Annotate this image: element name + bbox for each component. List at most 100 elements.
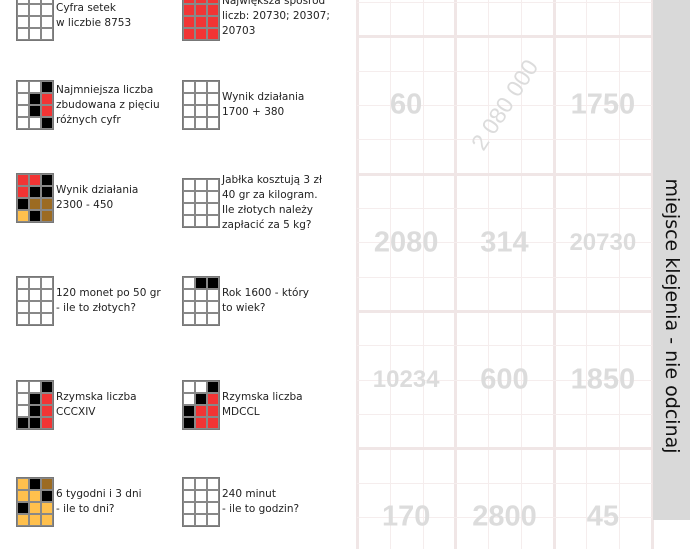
grid-cell[interactable] [195, 289, 207, 301]
grid-cell[interactable] [183, 417, 195, 429]
grid-cell[interactable] [207, 105, 219, 117]
grid-cell[interactable] [195, 417, 207, 429]
grid-cell[interactable] [41, 186, 53, 198]
grid-cell[interactable] [207, 28, 219, 40]
grid-cell[interactable] [183, 289, 195, 301]
grid-cell[interactable] [41, 313, 53, 325]
grid-cell[interactable] [17, 478, 29, 490]
grid-cell[interactable] [29, 28, 41, 40]
grid-cell[interactable] [207, 405, 219, 417]
grid-cell[interactable] [195, 4, 207, 16]
grid-cell[interactable] [41, 16, 53, 28]
grid-cell[interactable] [195, 117, 207, 129]
grid-cell[interactable] [41, 210, 53, 222]
grid-cell[interactable] [17, 417, 29, 429]
grid-cell[interactable] [195, 277, 207, 289]
grid-cell[interactable] [207, 381, 219, 393]
grid-cell[interactable] [17, 313, 29, 325]
grid-cell[interactable] [17, 381, 29, 393]
grid-cell[interactable] [195, 514, 207, 526]
grid-cell[interactable] [41, 4, 53, 16]
grid-cell[interactable] [29, 301, 41, 313]
grid-cell[interactable] [183, 215, 195, 227]
grid-cell[interactable] [17, 502, 29, 514]
grid-cell[interactable] [183, 81, 195, 93]
grid-cell[interactable] [29, 417, 41, 429]
grid-cell[interactable] [195, 0, 207, 4]
grid-cell[interactable] [183, 405, 195, 417]
grid-cell[interactable] [41, 117, 53, 129]
grid-cell[interactable] [195, 105, 207, 117]
grid-cell[interactable] [195, 215, 207, 227]
grid-cell[interactable] [207, 16, 219, 28]
grid-cell[interactable] [17, 301, 29, 313]
grid-cell[interactable] [183, 514, 195, 526]
grid-cell[interactable] [29, 405, 41, 417]
grid-cell[interactable] [207, 191, 219, 203]
grid-cell[interactable] [183, 117, 195, 129]
grid-cell[interactable] [207, 301, 219, 313]
grid-cell[interactable] [29, 186, 41, 198]
grid-cell[interactable] [195, 203, 207, 215]
grid-cell[interactable] [207, 117, 219, 129]
grid-cell[interactable] [29, 289, 41, 301]
grid-cell[interactable] [41, 381, 53, 393]
grid-cell[interactable] [17, 81, 29, 93]
grid-cell[interactable] [41, 105, 53, 117]
grid-cell[interactable] [17, 105, 29, 117]
grid-cell[interactable] [195, 16, 207, 28]
grid-cell[interactable] [29, 490, 41, 502]
grid-cell[interactable] [207, 203, 219, 215]
grid-cell[interactable] [183, 16, 195, 28]
grid-cell[interactable] [41, 174, 53, 186]
grid-cell[interactable] [29, 393, 41, 405]
grid-cell[interactable] [207, 0, 219, 4]
grid-cell[interactable] [195, 490, 207, 502]
grid-cell[interactable] [183, 393, 195, 405]
grid-cell[interactable] [17, 174, 29, 186]
grid-cell[interactable] [17, 93, 29, 105]
grid-cell[interactable] [195, 81, 207, 93]
grid-cell[interactable] [183, 179, 195, 191]
grid-cell[interactable] [29, 514, 41, 526]
grid-cell[interactable] [207, 393, 219, 405]
grid-cell[interactable] [29, 277, 41, 289]
grid-cell[interactable] [41, 502, 53, 514]
grid-cell[interactable] [41, 405, 53, 417]
grid-cell[interactable] [41, 514, 53, 526]
grid-cell[interactable] [195, 313, 207, 325]
grid-cell[interactable] [207, 215, 219, 227]
grid-cell[interactable] [41, 417, 53, 429]
grid-cell[interactable] [29, 16, 41, 28]
grid-cell[interactable] [17, 186, 29, 198]
grid-cell[interactable] [207, 277, 219, 289]
grid-cell[interactable] [183, 381, 195, 393]
grid-cell[interactable] [29, 381, 41, 393]
grid-cell[interactable] [195, 502, 207, 514]
grid-cell[interactable] [41, 28, 53, 40]
grid-cell[interactable] [183, 313, 195, 325]
grid-cell[interactable] [183, 105, 195, 117]
grid-cell[interactable] [29, 198, 41, 210]
grid-cell[interactable] [29, 313, 41, 325]
grid-cell[interactable] [41, 198, 53, 210]
grid-cell[interactable] [207, 502, 219, 514]
grid-cell[interactable] [29, 105, 41, 117]
grid-cell[interactable] [17, 0, 29, 4]
grid-cell[interactable] [195, 191, 207, 203]
grid-cell[interactable] [183, 4, 195, 16]
grid-cell[interactable] [183, 191, 195, 203]
grid-cell[interactable] [195, 301, 207, 313]
grid-cell[interactable] [17, 210, 29, 222]
grid-cell[interactable] [195, 93, 207, 105]
grid-cell[interactable] [207, 514, 219, 526]
grid-cell[interactable] [17, 514, 29, 526]
grid-cell[interactable] [41, 490, 53, 502]
grid-cell[interactable] [207, 417, 219, 429]
grid-cell[interactable] [29, 4, 41, 16]
grid-cell[interactable] [41, 301, 53, 313]
grid-cell[interactable] [195, 393, 207, 405]
grid-cell[interactable] [29, 81, 41, 93]
grid-cell[interactable] [195, 179, 207, 191]
grid-cell[interactable] [41, 289, 53, 301]
